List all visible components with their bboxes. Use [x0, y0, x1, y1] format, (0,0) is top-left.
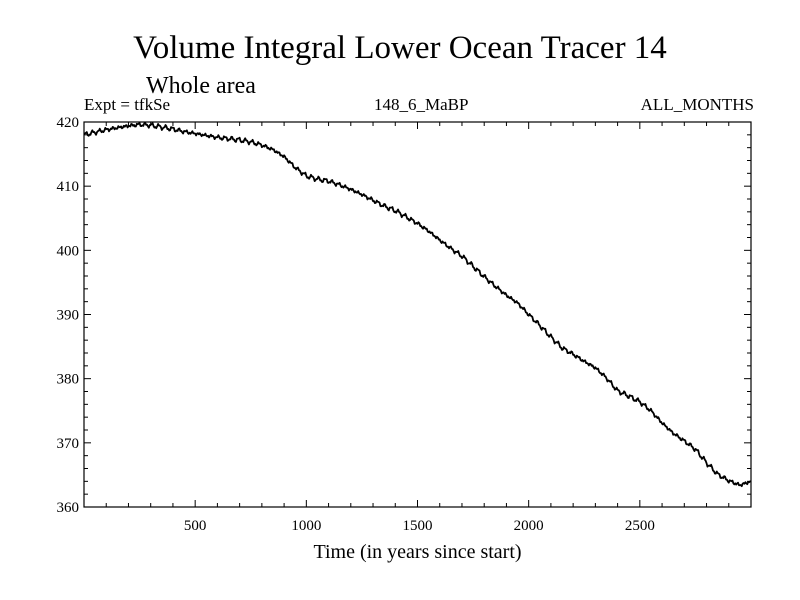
y-tick-label: 390: [57, 308, 80, 324]
y-tick-label: 370: [57, 436, 80, 452]
months-label: ALL_MONTHS: [640, 95, 754, 114]
run-label: 148_6_MaBP: [374, 95, 469, 114]
x-tick-label: 2000: [514, 518, 544, 534]
x-tick-label: 1500: [403, 518, 433, 534]
x-tick-label: 1000: [291, 518, 321, 534]
x-axis-title: Time (in years since start): [313, 541, 521, 563]
experiment-label: Expt = tfkSe: [84, 95, 171, 114]
x-axis: 500 1000 1500 2000 2500: [105, 122, 730, 534]
y-tick-label: 400: [57, 243, 80, 259]
y-tick-label: 360: [57, 500, 80, 516]
x-tick-label: 500: [184, 518, 207, 534]
series-layer: [83, 121, 752, 488]
plot-frame: [83, 121, 752, 508]
series-line: [83, 121, 752, 488]
y-tick-label: 420: [57, 115, 80, 131]
y-axis: 360 370 380 390 400 410 420: [57, 115, 751, 516]
chart-title: Volume Integral Lower Ocean Tracer 14: [133, 30, 667, 66]
chart-subtitle: Whole area: [146, 73, 256, 99]
x-tick-label: 2500: [625, 518, 655, 534]
y-tick-label: 380: [57, 372, 80, 388]
y-tick-label: 410: [57, 179, 80, 195]
